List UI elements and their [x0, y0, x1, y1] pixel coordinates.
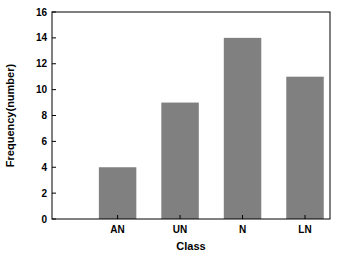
y-tick [52, 12, 56, 13]
y-axis-label: Frequency(number) [4, 64, 16, 168]
bar [99, 167, 136, 219]
y-tick-label: 0 [41, 214, 47, 225]
y-tick [52, 115, 56, 116]
y-tick-label: 12 [36, 58, 48, 69]
y-tick [52, 89, 56, 90]
y-tick [52, 37, 56, 38]
x-axis-label: Class [176, 240, 205, 252]
x-tick [305, 215, 306, 219]
y-tick [52, 219, 56, 220]
y-tick-label: 10 [36, 84, 48, 95]
y-tick [52, 63, 56, 64]
y-tick [52, 167, 56, 168]
chart-container: 0 2 4 6 8 10 12 14 16 AN UN N LN Class Frequency(numbe… [0, 0, 340, 267]
y-tick-label: 8 [41, 110, 47, 121]
y-tick-label: 2 [41, 188, 47, 199]
y-tick-label: 14 [36, 32, 48, 43]
bar [224, 38, 261, 219]
x-tick [180, 215, 181, 219]
y-tick-label: 6 [41, 136, 47, 147]
chart-svg: 0 2 4 6 8 10 12 14 16 AN UN N LN Class Frequency(numbe… [0, 0, 340, 267]
x-tick-label: N [239, 224, 246, 235]
bar [286, 77, 323, 219]
plot-frame [52, 12, 330, 219]
y-tick [52, 141, 56, 142]
x-tick-label: AN [110, 224, 124, 235]
x-tick [117, 215, 118, 219]
y-tick [52, 193, 56, 194]
x-tick-label: UN [173, 224, 187, 235]
y-tick-label: 4 [41, 162, 47, 173]
bars [99, 38, 324, 219]
x-tick-label: LN [298, 224, 311, 235]
x-tick [242, 215, 243, 219]
y-tick-label: 16 [36, 7, 48, 18]
bar [161, 103, 198, 219]
